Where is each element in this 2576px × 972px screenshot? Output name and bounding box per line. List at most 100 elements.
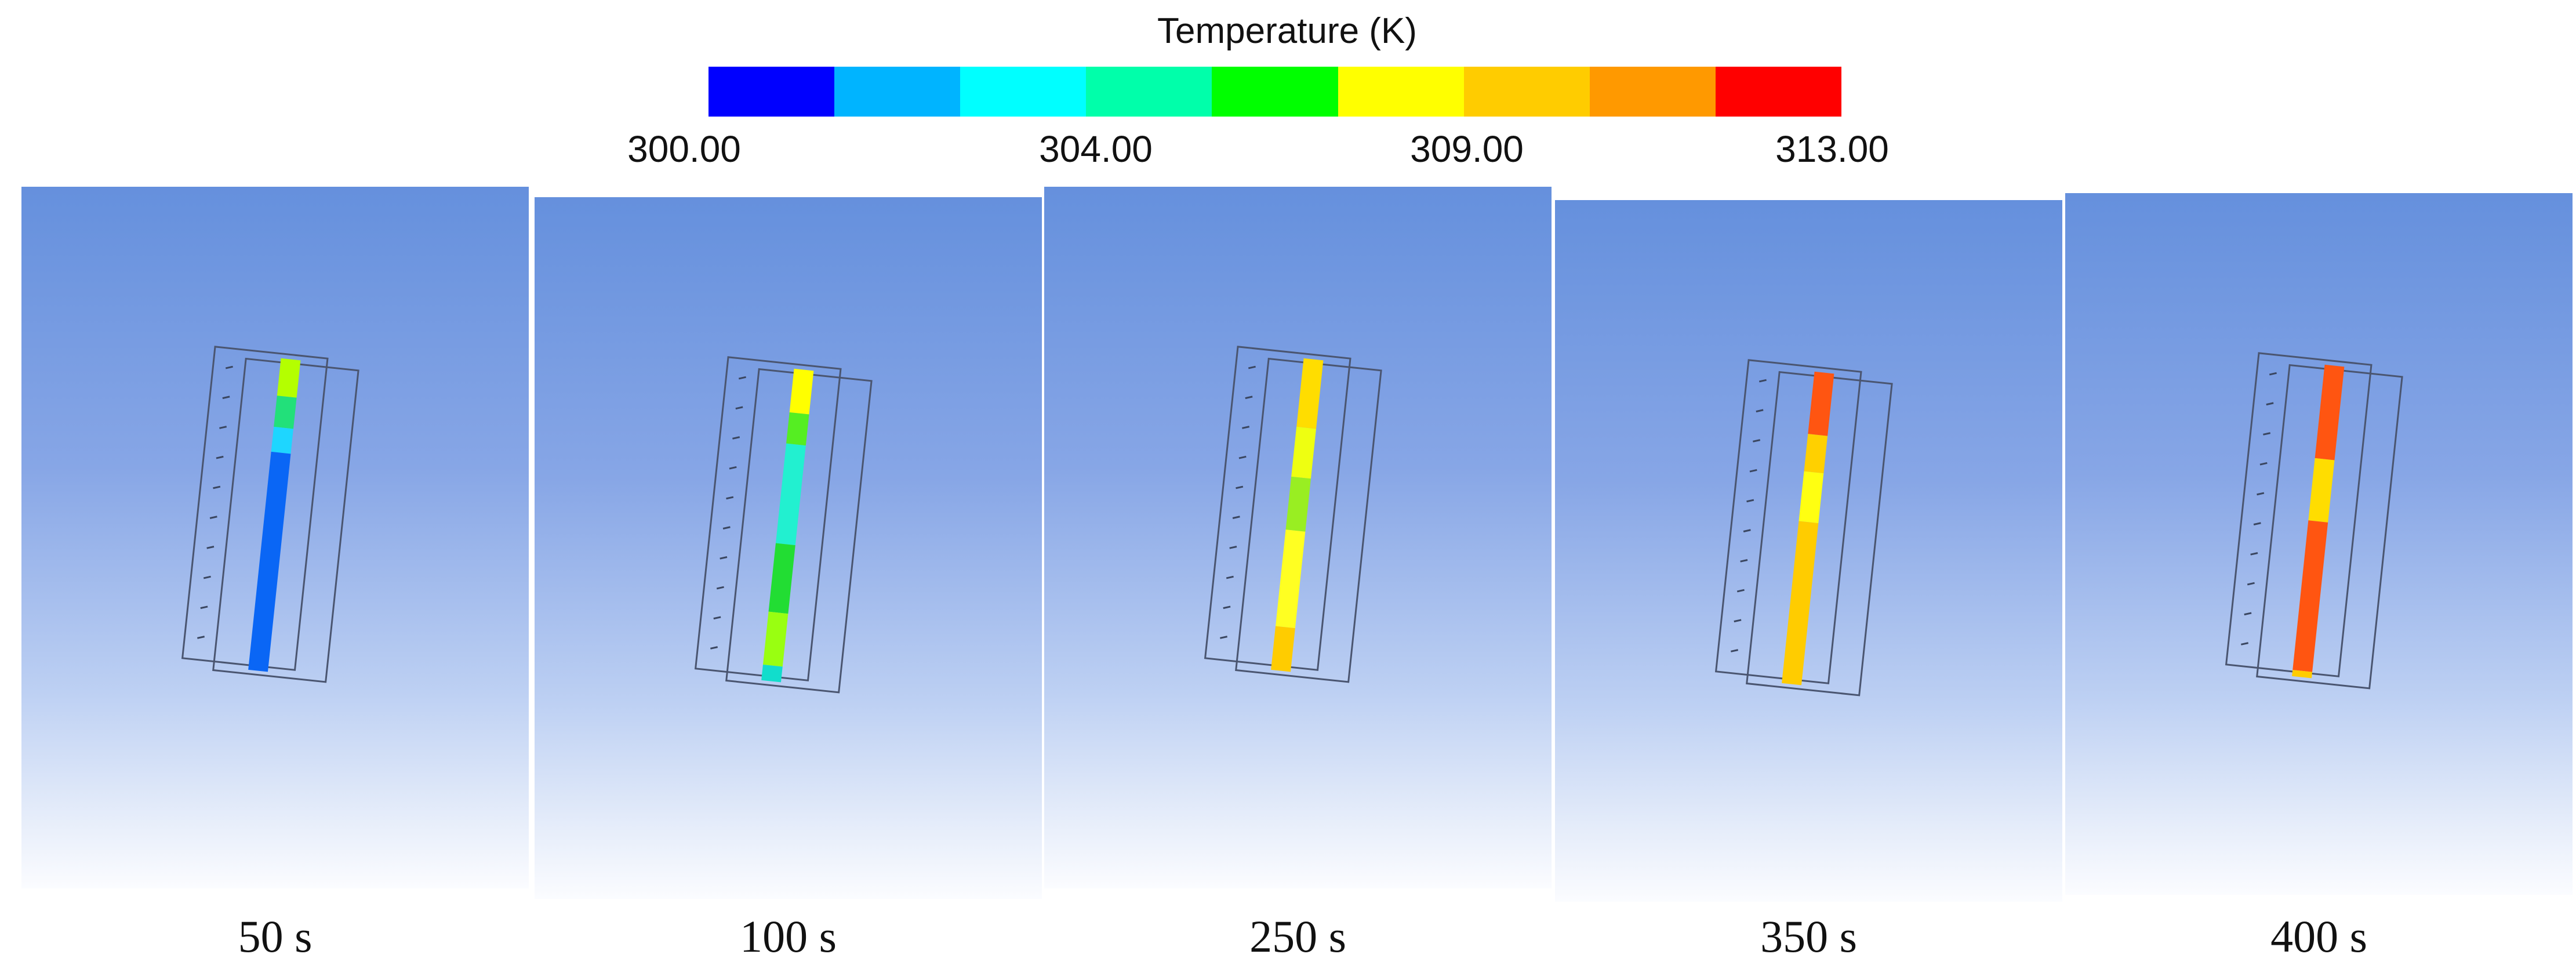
temperature-strip-segment <box>271 426 293 454</box>
sensor-tick <box>1223 605 1231 610</box>
sensor-tick <box>1238 455 1247 459</box>
model-drawing <box>1714 359 1893 697</box>
colorbar-swatch-4 <box>1086 67 1212 117</box>
colorbar-swatch-3 <box>960 67 1087 117</box>
colorbar-swatch-1 <box>709 67 835 117</box>
model-drawing <box>694 356 873 694</box>
temperature-strip-segment <box>1291 426 1316 479</box>
temperature-strip-segment <box>2315 364 2345 460</box>
temperature-strip-segment <box>2308 458 2335 523</box>
model-drawing <box>1204 346 1382 683</box>
time-label-400s: 400 s <box>2270 911 2367 962</box>
sensor-tick <box>738 376 746 380</box>
temperature-strip-segment <box>1271 626 1295 672</box>
temperature-strip-segment <box>1808 371 1834 436</box>
sensor-tick <box>209 516 217 519</box>
colorbar-swatch-8 <box>1589 67 1716 117</box>
enclosure-front-frame <box>1746 371 1893 697</box>
sensor-tick <box>1236 485 1244 489</box>
simulation-panel-350s <box>1555 200 2062 902</box>
sensor-tick <box>222 396 230 400</box>
sensor-tick <box>213 485 221 489</box>
model-drawing <box>181 346 359 683</box>
sensor-tick <box>735 406 743 410</box>
sensor-tick <box>1758 379 1767 383</box>
enclosure-front-frame <box>212 357 359 683</box>
enclosure-back-frame <box>694 356 842 681</box>
sensor-tick <box>2266 402 2274 406</box>
sensor-tick <box>1743 529 1751 532</box>
temperature-strip-segment <box>786 412 809 446</box>
sensor-tick <box>1248 365 1256 369</box>
temperature-legend: Temperature (K) 300.00 304.00 309.00 313… <box>0 0 2576 174</box>
time-label-350s: 350 s <box>1760 911 1857 962</box>
sensor-tick <box>203 575 211 579</box>
sensor-tick <box>710 646 718 650</box>
sensor-tick <box>2257 492 2265 496</box>
simulation-panel-100s <box>535 197 1042 899</box>
sensor-tick <box>1242 426 1250 429</box>
sensor-tick <box>2250 552 2258 556</box>
sensor-tick <box>2247 582 2255 586</box>
temperature-strip-segment <box>1782 521 1819 686</box>
sensor-tick <box>2241 642 2249 645</box>
temperature-strip-segment <box>248 451 291 672</box>
tick-label-min: 300.00 <box>627 128 741 170</box>
sensor-tick <box>1736 589 1745 593</box>
temperature-strip-segment <box>277 358 301 398</box>
simulation-panel-400s <box>2065 193 2573 895</box>
sensor-tick <box>1229 546 1237 549</box>
sensor-tick <box>1226 575 1234 579</box>
temperature-strip-segment <box>1799 471 1824 524</box>
sensor-tick <box>2253 522 2261 525</box>
temperature-strip-segment <box>2292 670 2313 679</box>
sensor-tick <box>1734 619 1742 623</box>
sensor-tick <box>225 365 233 369</box>
colorbar-swatch-7 <box>1463 67 1590 117</box>
time-label-100s: 100 s <box>740 911 837 962</box>
sensor-tick <box>1232 516 1240 519</box>
temperature-strip-segment <box>1804 434 1828 474</box>
sensor-tick <box>2259 462 2268 466</box>
colorbar <box>709 67 1841 117</box>
colorbar-swatch-2 <box>834 67 961 117</box>
time-label-250s: 250 s <box>1249 911 1346 962</box>
sensor-tick <box>1756 409 1764 413</box>
temperature-strip-segment <box>1276 529 1306 629</box>
enclosure-back-frame <box>1204 346 1351 671</box>
tick-label-max: 313.00 <box>1775 128 1889 170</box>
sensor-tick <box>732 436 740 440</box>
temperature-strip-segment <box>1285 476 1311 532</box>
temperature-strip-segment <box>768 543 795 614</box>
sensor-tick <box>713 616 721 620</box>
enclosure-back-frame <box>2225 352 2372 677</box>
sensor-tick <box>1731 649 1739 652</box>
sensor-tick <box>1753 439 1761 443</box>
colorbar-swatch-9 <box>1715 67 1841 117</box>
temperature-strip-segment <box>761 664 783 683</box>
temperature-strip-segment <box>789 368 814 415</box>
tick-label-3: 309.00 <box>1410 128 1524 170</box>
sensor-tick <box>720 556 728 560</box>
sensor-tick <box>2244 612 2252 616</box>
temperature-strip-segment <box>274 396 297 429</box>
model-drawing <box>2225 352 2403 690</box>
simulation-panel-250s <box>1044 187 1552 888</box>
sensor-tick <box>716 586 724 590</box>
temperature-strip-segment <box>1296 358 1324 429</box>
colorbar-swatch-6 <box>1338 67 1464 117</box>
sensor-tick <box>2263 432 2271 436</box>
enclosure-back-frame <box>181 346 329 671</box>
sensor-tick <box>197 636 205 639</box>
enclosure-back-frame <box>1714 359 1862 684</box>
enclosure-front-frame <box>1235 357 1382 683</box>
temperature-strip-segment <box>775 443 806 546</box>
sensor-tick <box>2269 372 2277 376</box>
sensor-tick <box>1245 396 1253 400</box>
enclosure-front-frame <box>2256 364 2403 690</box>
sensor-tick <box>206 546 215 549</box>
sensor-tick <box>1749 469 1757 473</box>
sensor-tick <box>216 455 224 459</box>
tick-label-2: 304.00 <box>1039 128 1153 170</box>
sensor-tick <box>729 466 737 470</box>
